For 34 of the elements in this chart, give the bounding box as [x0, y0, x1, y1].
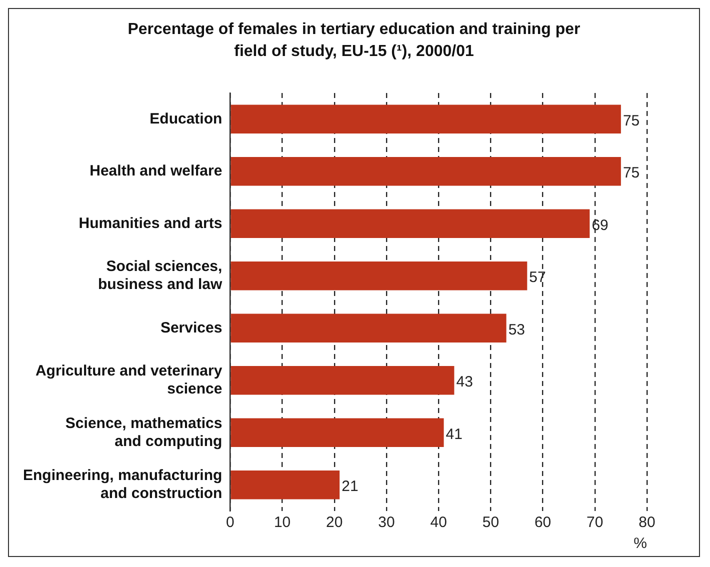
data-label: 75: [622, 164, 640, 182]
data-label: 41: [446, 426, 462, 443]
x-tick-label: 70: [586, 514, 604, 532]
x-tick-label: 0: [226, 514, 234, 532]
data-label: 43: [456, 374, 473, 391]
data-label: 21: [342, 478, 358, 496]
bar: [230, 209, 590, 238]
bar: [230, 470, 340, 500]
bar: [230, 418, 444, 447]
y-tick-label: Education: [150, 110, 222, 128]
x-tick-label: 60: [534, 514, 552, 532]
x-tick-label: 40: [430, 514, 447, 532]
bar: [230, 157, 621, 186]
y-tick-label: Services: [160, 319, 222, 336]
data-label: 53: [508, 321, 526, 338]
bar: [230, 104, 621, 134]
x-tick-label: 20: [326, 514, 343, 532]
x-tick-label: 80: [638, 514, 656, 532]
data-label: 69: [592, 216, 608, 234]
y-tick-label: Health and welfare: [90, 162, 222, 180]
bar: [230, 314, 506, 342]
x-tick-label: 50: [482, 514, 500, 532]
x-tick-label: 10: [274, 514, 291, 532]
bar: [230, 366, 454, 395]
x-axis-title: %: [634, 535, 647, 552]
x-tick-label: 30: [378, 514, 395, 532]
y-tick-label: Social sciences, business and law: [98, 258, 222, 294]
bar: [230, 262, 528, 290]
y-tick-label: Agriculture and veterinary science: [35, 362, 223, 398]
y-tick-label: Humanities and arts: [78, 214, 222, 232]
y-tick-label: Engineering, manufacturing and construction: [22, 467, 222, 502]
chart-title: Percentage of females in tertiary education and training per field of study, EU-15 (¹), 2000/01: [126, 20, 582, 62]
y-tick-label: Science, mathematics and computing: [65, 414, 222, 450]
data-label: 75: [622, 112, 640, 130]
